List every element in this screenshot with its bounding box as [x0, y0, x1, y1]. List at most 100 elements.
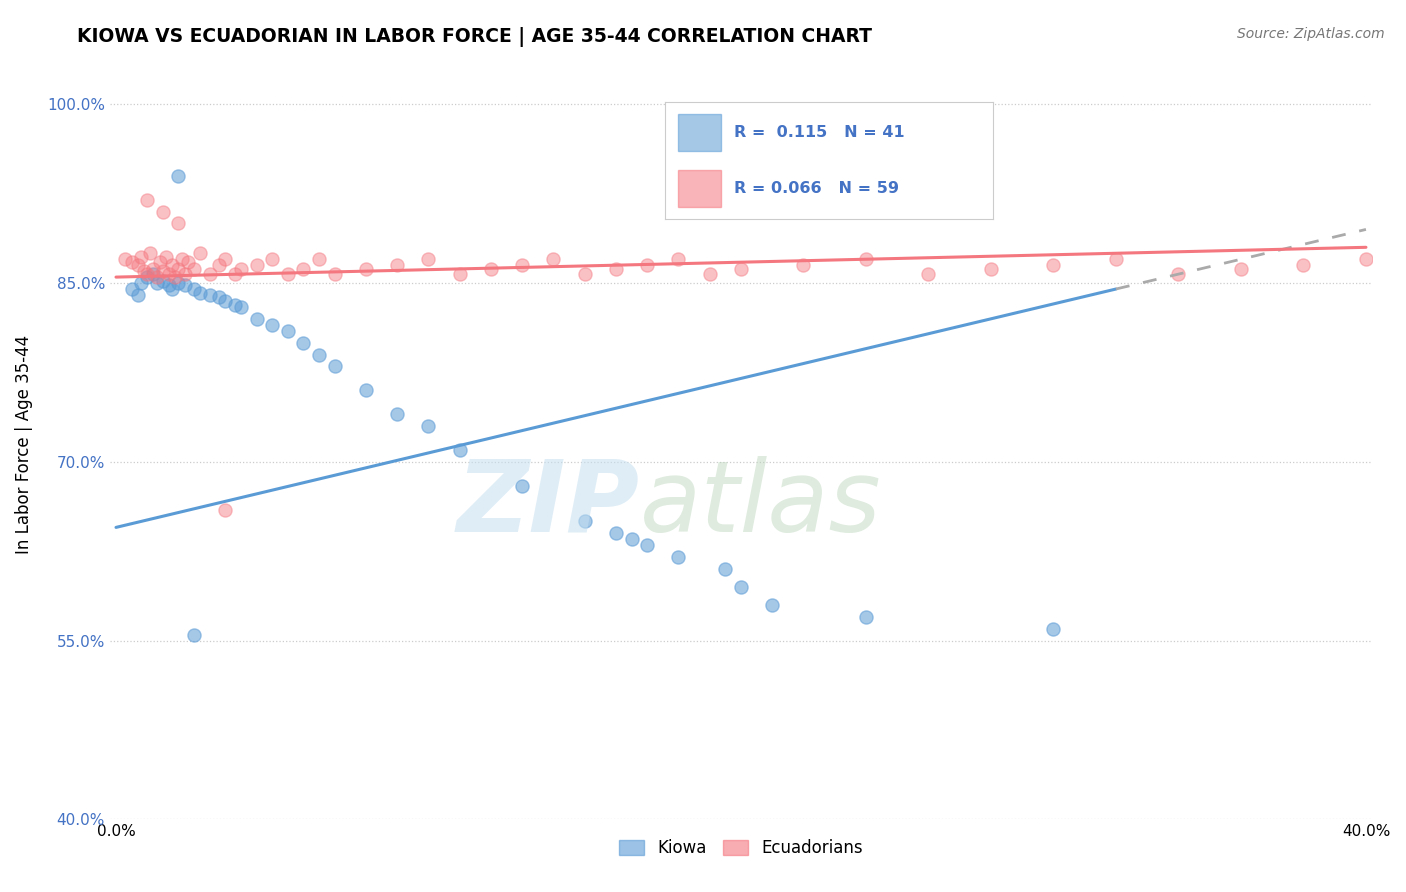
Point: [167, 169, 190, 183]
Point: [1167, 267, 1189, 281]
Point: [387, 258, 409, 272]
Point: [170, 252, 193, 267]
Point: [190, 246, 212, 260]
Point: [134, 264, 156, 278]
Point: [162, 282, 184, 296]
Point: [730, 580, 752, 594]
Point: [129, 250, 152, 264]
Point: [145, 276, 167, 290]
Point: [277, 324, 299, 338]
Point: [198, 267, 221, 281]
Point: [139, 246, 162, 260]
Point: [292, 335, 315, 350]
Text: atlas: atlas: [640, 456, 882, 552]
Point: [183, 282, 205, 296]
Point: [510, 258, 533, 272]
Point: [127, 258, 149, 272]
Point: [224, 267, 246, 281]
Point: [177, 254, 200, 268]
Point: [142, 267, 165, 281]
Point: [1292, 258, 1315, 272]
Text: KIOWA VS ECUADORIAN IN LABOR FORCE | AGE 35-44 CORRELATION CHART: KIOWA VS ECUADORIAN IN LABOR FORCE | AGE…: [77, 27, 872, 46]
Point: [714, 562, 737, 576]
Point: [198, 288, 221, 302]
Point: [855, 609, 877, 624]
Point: [145, 270, 167, 285]
Point: [167, 261, 190, 276]
Point: [208, 290, 231, 304]
Point: [510, 478, 533, 492]
Point: [1042, 258, 1064, 272]
Point: [121, 254, 143, 268]
Point: [208, 258, 231, 272]
Point: [262, 318, 284, 332]
Point: [354, 261, 377, 276]
Point: [162, 258, 184, 272]
Point: [173, 267, 195, 281]
Text: Source: ZipAtlas.com: Source: ZipAtlas.com: [1237, 27, 1385, 41]
Point: [699, 267, 721, 281]
Point: [262, 252, 284, 267]
Point: [323, 267, 346, 281]
Point: [167, 276, 190, 290]
Point: [574, 515, 596, 529]
Point: [214, 502, 236, 516]
Point: [136, 193, 159, 207]
Point: [1230, 261, 1253, 276]
Point: [173, 278, 195, 293]
Point: [308, 348, 330, 362]
Point: [229, 261, 252, 276]
Point: [114, 252, 136, 267]
Point: [214, 252, 236, 267]
Point: [636, 258, 658, 272]
Point: [246, 311, 269, 326]
Point: [449, 442, 471, 457]
Point: [152, 274, 174, 288]
Point: [668, 252, 690, 267]
Point: [165, 270, 187, 285]
Point: [152, 204, 174, 219]
Point: [980, 261, 1002, 276]
Point: [246, 258, 269, 272]
Point: [157, 267, 180, 281]
Point: [292, 261, 315, 276]
Point: [129, 276, 152, 290]
Point: [183, 261, 205, 276]
Point: [214, 293, 236, 308]
Point: [136, 270, 159, 285]
Point: [308, 252, 330, 267]
Point: [917, 267, 939, 281]
Point: [157, 278, 180, 293]
Point: [449, 267, 471, 281]
Point: [167, 217, 190, 231]
Point: [605, 261, 627, 276]
Text: ZIP: ZIP: [457, 456, 640, 552]
Point: [1105, 252, 1128, 267]
Point: [1042, 622, 1064, 636]
Point: [155, 250, 177, 264]
Point: [574, 267, 596, 281]
Point: [1355, 252, 1378, 267]
Point: [149, 254, 172, 268]
Point: [387, 407, 409, 421]
Point: [668, 550, 690, 565]
Point: [127, 288, 149, 302]
Point: [543, 252, 565, 267]
Point: [730, 261, 752, 276]
Point: [605, 526, 627, 541]
Point: [855, 252, 877, 267]
Point: [229, 300, 252, 314]
Point: [152, 264, 174, 278]
Point: [620, 533, 643, 547]
Point: [142, 261, 165, 276]
Point: [190, 285, 212, 300]
Point: [636, 538, 658, 552]
Point: [183, 628, 205, 642]
Point: [418, 419, 440, 434]
Point: [418, 252, 440, 267]
Legend: Kiowa, Ecuadorians: Kiowa, Ecuadorians: [612, 832, 870, 863]
Point: [224, 297, 246, 311]
Point: [761, 598, 783, 612]
Point: [792, 258, 814, 272]
Point: [277, 267, 299, 281]
